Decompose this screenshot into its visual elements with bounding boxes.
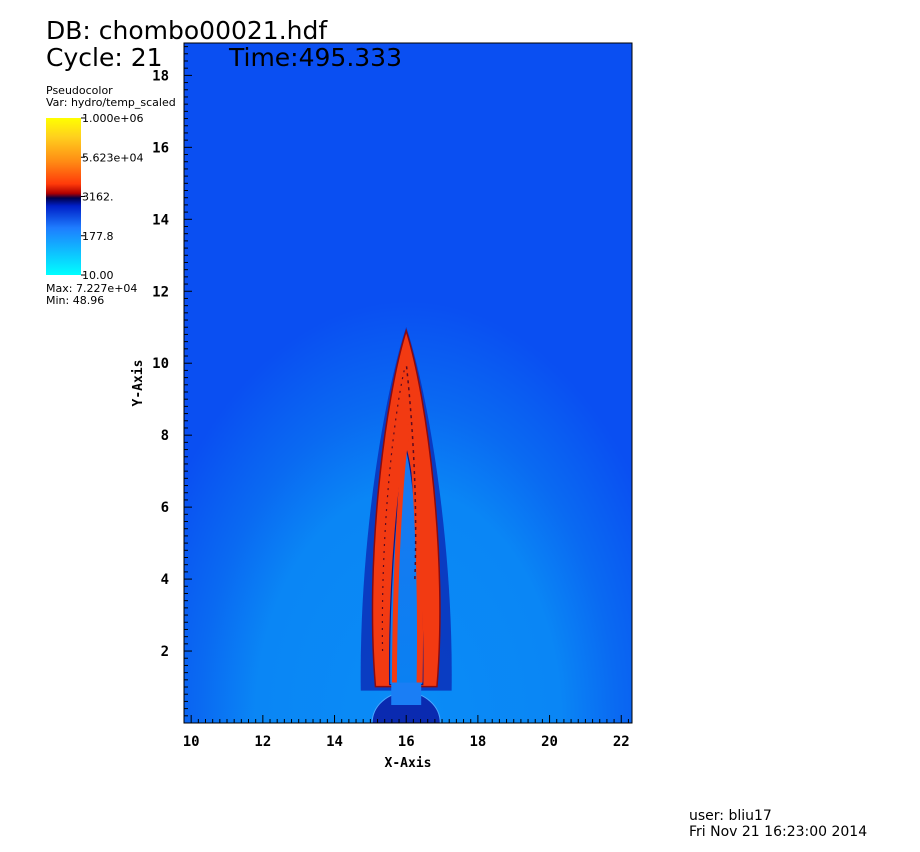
x-axis-title: X-Axis <box>385 756 432 771</box>
x-tick-label: 10 <box>183 734 200 750</box>
colorbar-gradient <box>46 118 81 275</box>
jet-filament-right <box>407 424 424 683</box>
x-tick-label: 14 <box>326 734 343 750</box>
temperature-field <box>360 326 452 724</box>
colorbar: 1.000e+06 5.623e+04 3162. 177.8 10.00 <box>46 112 143 282</box>
y-tick-label: 2 <box>161 644 169 660</box>
db-label: DB: chombo00021.hdf <box>46 16 328 45</box>
y-tick-label: 14 <box>152 212 169 228</box>
jet-dark-streak <box>405 363 417 580</box>
cycle-label: Cycle: 21 <box>46 43 163 72</box>
colorbar-tick-label: 10.00 <box>82 269 114 282</box>
y-tick-label: 18 <box>152 68 169 84</box>
jet-filament-left <box>391 423 411 683</box>
x-tick-label: 20 <box>541 734 558 750</box>
x-tick-label: 22 <box>613 734 630 750</box>
colorbar-tick-label: 5.623e+04 <box>82 151 143 164</box>
y-tick-label: 6 <box>161 500 169 516</box>
x-tick-label: 12 <box>254 734 271 750</box>
nozzle-throat <box>391 682 422 705</box>
time-label: Time:495.333 <box>229 43 402 72</box>
colorbar-tick-label: 1.000e+06 <box>82 112 143 125</box>
legend-var-label: Var: hydro/temp_scaled <box>46 96 176 109</box>
legend-plot-type: Pseudocolor <box>46 84 113 97</box>
y-axis-title: Y-Axis <box>131 360 146 407</box>
y-tick-label: 10 <box>152 356 169 372</box>
y-axis-ticks: 2 4 6 8 10 12 14 16 18 <box>152 46 192 724</box>
plot-border <box>183 42 633 724</box>
legend-max-label: Max: 7.227e+04 <box>46 282 138 295</box>
y-tick-label: 8 <box>161 428 169 444</box>
x-tick-label: 16 <box>398 734 415 750</box>
y-tick-label: 16 <box>152 140 169 156</box>
y-tick-label: 4 <box>161 572 169 588</box>
x-axis-ticks: 10 12 14 16 18 20 22 <box>183 715 630 750</box>
footer-datetime: Fri Nov 21 16:23:00 2014 <box>689 824 868 840</box>
colorbar-tick-label: 3162. <box>82 191 114 204</box>
plot-frame <box>183 42 633 724</box>
footer-user: user: bliu17 <box>689 808 772 824</box>
colorbar-tick-label: 177.8 <box>82 230 114 243</box>
x-tick-label: 18 <box>469 734 486 750</box>
y-tick-label: 12 <box>152 284 169 300</box>
legend-min-label: Min: 48.96 <box>46 294 105 307</box>
